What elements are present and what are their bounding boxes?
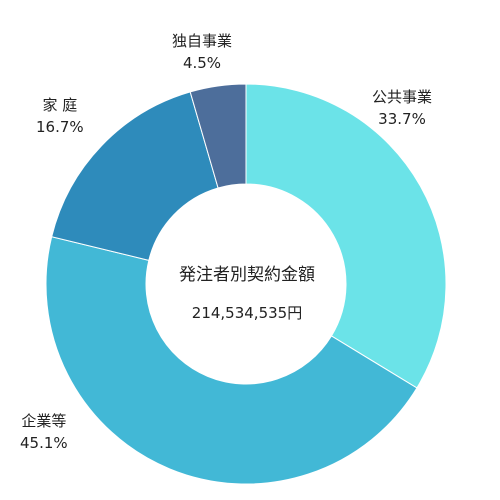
slice-label-companies: 企業等 45.1% [20,410,68,454]
slice-pct-households: 16.7% [36,118,84,136]
slice-pct-own-projects: 4.5% [182,54,222,72]
slice-name-companies: 企業等 [21,412,67,430]
center-total-value: 214,534,535円 [191,304,303,322]
slice-name-households: 家 庭 [42,96,78,114]
slice-pct-companies: 45.1% [20,434,68,452]
slice-label-public-works: 公共事業 33.7% [372,86,432,130]
slice-name-own-projects: 独自事業 [172,32,233,50]
slice-label-own-projects: 独自事業 4.5% [172,30,232,74]
slice-companies [45,236,418,485]
slice-pct-public-works: 33.7% [378,110,426,128]
slice-own-projects [189,83,247,189]
slice-label-households: 家 庭 16.7% [36,94,84,138]
slice-name-public-works: 公共事業 [372,88,433,106]
center-title: 発注者別契約金額 [179,265,315,285]
slice-public-works [245,83,447,389]
slice-households [51,91,219,261]
